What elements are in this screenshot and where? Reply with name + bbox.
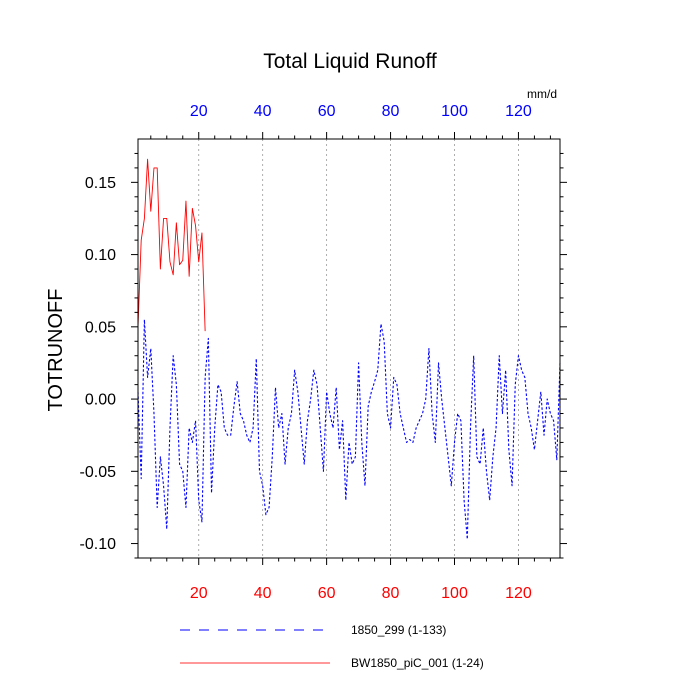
grid-lines bbox=[198, 139, 519, 558]
x-tick-label-top-100: 100 bbox=[441, 103, 468, 120]
y-axis-label: TOTRUNOFF bbox=[45, 289, 67, 412]
x-tick-label-top-120: 120 bbox=[505, 103, 532, 120]
y-tick-label--0.10: -0.10 bbox=[80, 536, 117, 553]
x-tick-label-bottom-100: 100 bbox=[441, 585, 468, 602]
x-tick-label-bottom-120: 120 bbox=[505, 585, 532, 602]
top-x-axis: 20 40 60 80 100 120 bbox=[190, 103, 532, 120]
y-tick-label-0.10: 0.10 bbox=[85, 247, 116, 264]
legend-label-bw1850: BW1850_piC_001 (1-24) bbox=[351, 656, 484, 670]
x-tick-label-bottom-60: 60 bbox=[318, 585, 336, 602]
chart-title: Total Liquid Runoff bbox=[263, 50, 437, 73]
x-tick-label-bottom-40: 40 bbox=[254, 585, 272, 602]
legend-label-1850_299: 1850_299 (1-133) bbox=[351, 623, 446, 637]
bottom-x-axis: 20 40 60 80 100 120 bbox=[190, 585, 532, 602]
x-tick-label-bottom-20: 20 bbox=[190, 585, 208, 602]
series-line-1 bbox=[137, 158, 206, 332]
axis-ticks bbox=[131, 132, 567, 565]
x-tick-label-top-40: 40 bbox=[254, 103, 272, 120]
x-tick-label-top-20: 20 bbox=[190, 103, 208, 120]
plot-frame bbox=[137, 138, 561, 559]
plot-lines bbox=[137, 158, 561, 540]
y-axis: 0.15 0.10 0.05 0.00 -0.05 -0.10 bbox=[80, 175, 117, 553]
x-tick-label-bottom-80: 80 bbox=[382, 585, 400, 602]
y-tick-label-0.15: 0.15 bbox=[85, 175, 116, 192]
x-tick-label-top-80: 80 bbox=[382, 103, 400, 120]
y-tick-label--0.05: -0.05 bbox=[80, 464, 117, 481]
x-tick-label-top-60: 60 bbox=[318, 103, 336, 120]
y-tick-label-0.05: 0.05 bbox=[85, 319, 116, 336]
units-label: mm/d bbox=[527, 87, 557, 101]
y-tick-label-0.00: 0.00 bbox=[85, 392, 116, 409]
legend: 1850_299 (1-133) BW1850_piC_001 (1-24) bbox=[180, 623, 484, 670]
series-line-0 bbox=[137, 319, 561, 540]
